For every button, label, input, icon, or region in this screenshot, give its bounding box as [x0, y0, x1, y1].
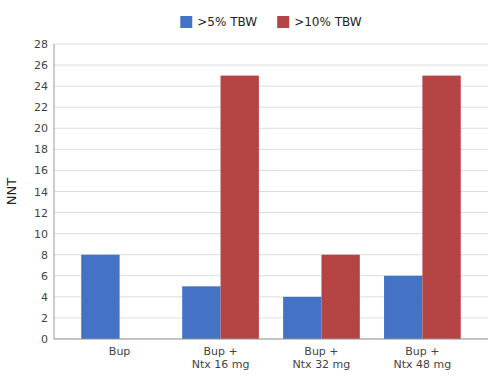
y-tick-label: 26 — [34, 59, 48, 72]
y-tick-label: 18 — [34, 143, 48, 156]
y-tick-label: 22 — [34, 101, 48, 114]
grid-line — [54, 339, 488, 340]
y-tick-label: 2 — [41, 312, 48, 325]
bar — [384, 276, 422, 339]
y-tick-label: 8 — [41, 249, 48, 262]
y-tick-label: 0 — [41, 333, 48, 346]
grid-line — [54, 65, 488, 66]
legend-label: >5% TBW — [197, 15, 257, 29]
y-axis-line — [54, 44, 55, 339]
x-tick-label: Bup +Ntx 16 mg — [192, 345, 250, 371]
bar — [182, 286, 220, 339]
legend-item: >10% TBW — [277, 15, 362, 29]
y-tick-label: 14 — [34, 186, 48, 199]
legend-item: >5% TBW — [180, 15, 257, 29]
x-tick-label: Bup — [109, 345, 131, 358]
y-tick-label: 4 — [41, 291, 48, 304]
grid-line — [54, 44, 488, 45]
chart-container: 0246810121416182022242628BupBup +Ntx 16 … — [0, 0, 500, 387]
bar — [321, 255, 359, 339]
x-axis-line — [54, 339, 488, 340]
chart: 0246810121416182022242628BupBup +Ntx 16 … — [0, 0, 500, 387]
bars — [81, 76, 460, 339]
legend-swatch — [277, 16, 289, 28]
bar — [221, 76, 259, 339]
y-tick-label: 28 — [34, 38, 48, 51]
y-tick-label: 20 — [34, 122, 48, 135]
bar — [81, 255, 119, 339]
bar — [422, 76, 460, 339]
legend: >5% TBW >10% TBW — [180, 15, 362, 29]
y-tick-label: 24 — [34, 80, 48, 93]
y-tick-label: 16 — [34, 164, 48, 177]
y-tick-label: 12 — [34, 207, 48, 220]
legend-swatch — [180, 16, 192, 28]
legend-label: >10% TBW — [294, 15, 362, 29]
y-axis-label: NNT — [4, 178, 19, 205]
y-tick-label: 10 — [34, 228, 48, 241]
bar — [283, 297, 321, 339]
x-tick-label: Bup +Ntx 32 mg — [293, 345, 351, 371]
grid — [54, 44, 488, 339]
x-tick-label: Bup +Ntx 48 mg — [394, 345, 452, 371]
y-tick-label: 6 — [41, 270, 48, 283]
